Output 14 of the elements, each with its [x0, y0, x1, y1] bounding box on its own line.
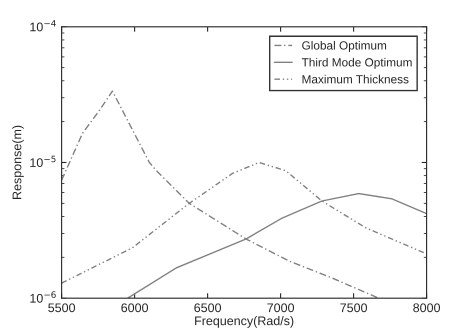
x-tick-label: 6000 — [121, 303, 148, 312]
x-tick-label: 7500 — [340, 303, 368, 312]
legend-label: Maximum Thickness — [302, 74, 409, 84]
legend-label: Global Optimum — [302, 40, 386, 52]
x-tick-label: 6500 — [194, 303, 222, 312]
x-tick-label: 7000 — [267, 303, 294, 312]
y-tick-label: 10$^{−5}$ — [30, 156, 56, 168]
y-axis-title: Response(m) — [12, 126, 24, 199]
x-axis-title: Frequency(Rad/s) — [195, 316, 294, 328]
y-tick-label: 10$^{−4}$ — [30, 20, 56, 32]
legend-label: Third Mode Optimum — [302, 58, 412, 69]
y-tick-label: 10$^{−6}$ — [30, 291, 56, 303]
x-tick-label: 5500 — [48, 303, 76, 312]
x-tick-label: 8000 — [413, 303, 440, 312]
